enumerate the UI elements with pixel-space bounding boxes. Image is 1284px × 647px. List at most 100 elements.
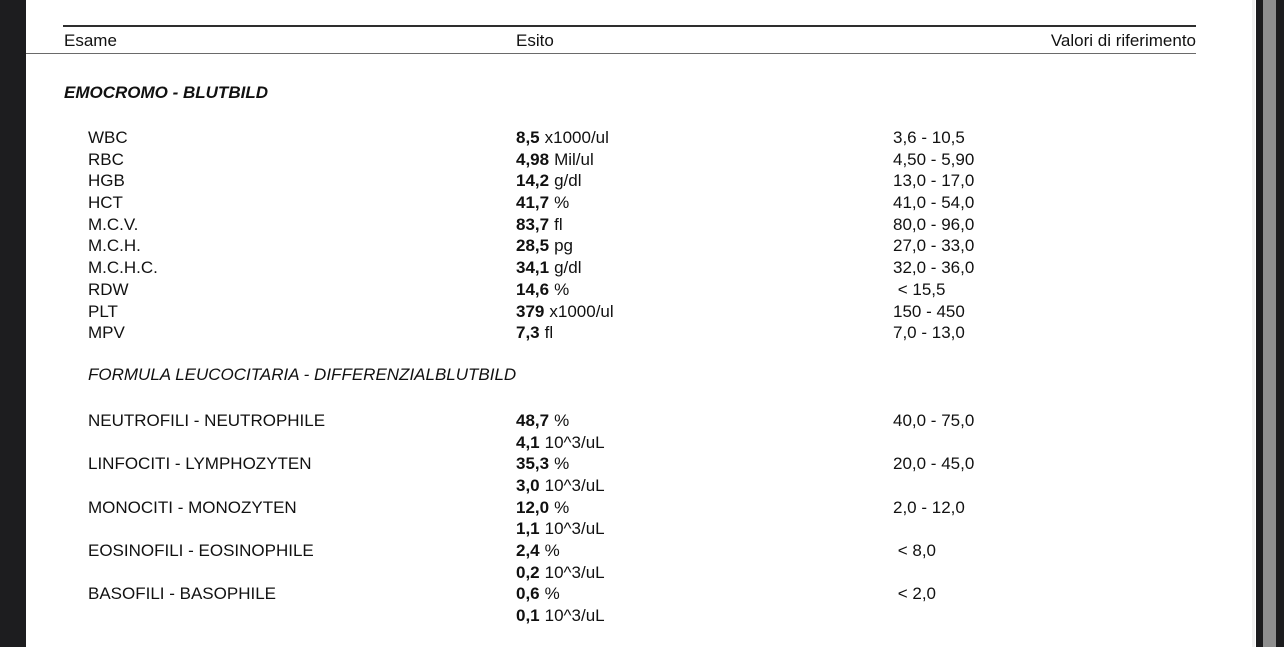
table-row: HGB 14,2 g/dl 13,0 - 17,0	[26, 170, 1196, 192]
result-value: 14,6	[516, 279, 550, 299]
result-unit-abs: 10^3/uL	[544, 432, 605, 452]
exam-name: M.C.H.	[88, 236, 141, 256]
table-row: EOSINOFILI - EOSINOPHILE 2,4% 0,2 10^3/uL…	[26, 540, 1196, 583]
result-value: 41,7	[516, 193, 550, 213]
result-value-abs: 0,2	[516, 562, 540, 582]
report-page: Esame Esito Valori di riferimento EMOCRO…	[26, 0, 1196, 627]
table-row: BASOFILI - BASOPHILE 0,6% 0,1 10^3/uL < 2…	[26, 583, 1196, 626]
result-unit: g/dl	[554, 258, 582, 278]
exam-name: M.C.H.C.	[88, 258, 158, 278]
result-value: 0,6	[516, 584, 540, 604]
result-value: 12,0	[516, 497, 550, 517]
table-header-row: Esame Esito Valori di riferimento	[26, 31, 1196, 51]
result-value: 83,7	[516, 214, 550, 234]
section-title-formula: FORMULA LEUCOCITARIA - DIFFERENZIALBLUTB…	[88, 364, 517, 384]
result-unit-abs: 10^3/uL	[544, 606, 605, 626]
exam-name: MPV	[88, 323, 125, 343]
result-value-abs: 3,0	[516, 475, 540, 495]
exam-name: M.C.V.	[88, 214, 139, 234]
table-row: HCT 41,7% 41,0 - 54,0	[26, 192, 1196, 214]
result-value: 4,98	[516, 149, 550, 169]
result-unit: g/dl	[554, 171, 582, 191]
result-unit: %	[554, 410, 570, 430]
result-unit: fl	[554, 214, 563, 234]
reference-range: 80,0 - 96,0	[893, 214, 975, 234]
result-unit: pg	[554, 236, 574, 256]
result-value: 35,3	[516, 454, 550, 474]
result-value: 2,4	[516, 541, 540, 560]
table-header-underline	[26, 53, 1196, 54]
table-row: LINFOCITI - LYMPHOZYTEN 35,3% 3,0 10^3/uL…	[26, 453, 1196, 496]
result-value: 28,5	[516, 236, 550, 256]
reference-range: 2,0 - 12,0	[893, 497, 965, 517]
result-unit-abs: 10^3/uL	[544, 562, 605, 582]
column-header-reference: Valori di riferimento	[1050, 31, 1196, 50]
result-unit: fl	[544, 323, 554, 343]
table-row: RDW 14,6% < 15,5	[26, 279, 1196, 301]
result-unit-abs: 10^3/uL	[544, 519, 605, 539]
reference-range: 150 - 450	[893, 301, 965, 321]
table-row: M.C.V. 83,7 fl 80,0 - 96,0	[26, 214, 1196, 236]
section-title-emocromo: EMOCROMO - BLUTBILD	[64, 83, 268, 102]
result-value-abs: 0,1	[516, 606, 540, 626]
result-unit: %	[544, 584, 560, 604]
scrollbar-track[interactable]	[1256, 0, 1284, 647]
result-unit: %	[554, 279, 570, 299]
result-unit: %	[554, 454, 570, 474]
reference-range: 40,0 - 75,0	[893, 410, 975, 430]
reference-range: 3,6 - 10,5	[893, 128, 965, 147]
differential-rows: NEUTROFILI - NEUTROPHILE 48,7% 4,1 10^3/u…	[26, 410, 1196, 627]
result-unit: %	[554, 193, 570, 213]
table-row: M.C.H.C. 34,1 g/dl 32,0 - 36,0	[26, 257, 1196, 279]
table-row: M.C.H. 28,5 pg 27,0 - 33,0	[26, 235, 1196, 257]
exam-name: HCT	[88, 193, 123, 213]
exam-name: WBC	[88, 128, 128, 147]
result-value: 48,7	[516, 410, 550, 430]
exam-name: RDW	[88, 279, 129, 299]
result-unit: x1000/ul	[549, 301, 614, 321]
reference-range: < 8,0	[893, 541, 937, 560]
exam-name: RBC	[88, 149, 124, 169]
column-header-exam: Esame	[64, 31, 117, 50]
result-value: 8,5	[516, 128, 540, 147]
exam-name: NEUTROFILI - NEUTROPHILE	[88, 410, 326, 430]
result-value-abs: 4,1	[516, 432, 540, 452]
result-unit: Mil/ul	[554, 149, 594, 169]
reference-range: < 15,5	[893, 279, 946, 299]
reference-range: 7,0 - 13,0	[893, 323, 965, 343]
result-value: 7,3	[516, 323, 540, 343]
reference-range: 32,0 - 36,0	[893, 258, 975, 278]
table-row: MONOCITI - MONOZYTEN 12,0% 1,1 10^3/uL 2,…	[26, 497, 1196, 540]
table-row: WBC 8,5 x1000/ul 3,6 - 10,5	[26, 127, 1196, 149]
hemogram-rows: WBC 8,5 x1000/ul 3,6 - 10,5 RBC 4,98 Mil/u…	[26, 127, 1196, 344]
reference-range: < 2,0	[893, 584, 937, 604]
table-row: NEUTROFILI - NEUTROPHILE 48,7% 4,1 10^3/u…	[26, 410, 1196, 453]
table-row: MPV 7,3 fl 7,0 - 13,0	[26, 322, 1196, 344]
exam-name: EOSINOFILI - EOSINOPHILE	[88, 541, 314, 560]
result-value: 34,1	[516, 258, 550, 278]
result-value: 14,2	[516, 171, 550, 191]
result-unit: %	[544, 541, 560, 560]
reference-range: 4,50 - 5,90	[893, 149, 975, 169]
exam-name: BASOFILI - BASOPHILE	[88, 584, 277, 604]
result-value: 379	[516, 301, 545, 321]
result-value-abs: 1,1	[516, 519, 540, 539]
viewer-left-margin	[0, 0, 26, 647]
exam-name: MONOCITI - MONOZYTEN	[88, 497, 297, 517]
scrollbar-thumb[interactable]	[1263, 0, 1276, 647]
reference-range: 41,0 - 54,0	[893, 193, 975, 213]
reference-range: 20,0 - 45,0	[893, 454, 975, 474]
table-row: PLT 379 x1000/ul 150 - 450	[26, 301, 1196, 323]
result-unit: %	[554, 497, 570, 517]
column-header-result: Esito	[516, 31, 554, 50]
exam-name: LINFOCITI - LYMPHOZYTEN	[88, 454, 312, 474]
reference-range: 13,0 - 17,0	[893, 171, 975, 191]
exam-name: HGB	[88, 171, 125, 191]
reference-range: 27,0 - 33,0	[893, 236, 975, 256]
table-top-rule	[63, 25, 1196, 27]
exam-name: PLT	[88, 301, 118, 321]
page-edge-shadow	[1252, 0, 1255, 647]
result-unit-abs: 10^3/uL	[544, 475, 605, 495]
result-unit: x1000/ul	[544, 128, 609, 147]
